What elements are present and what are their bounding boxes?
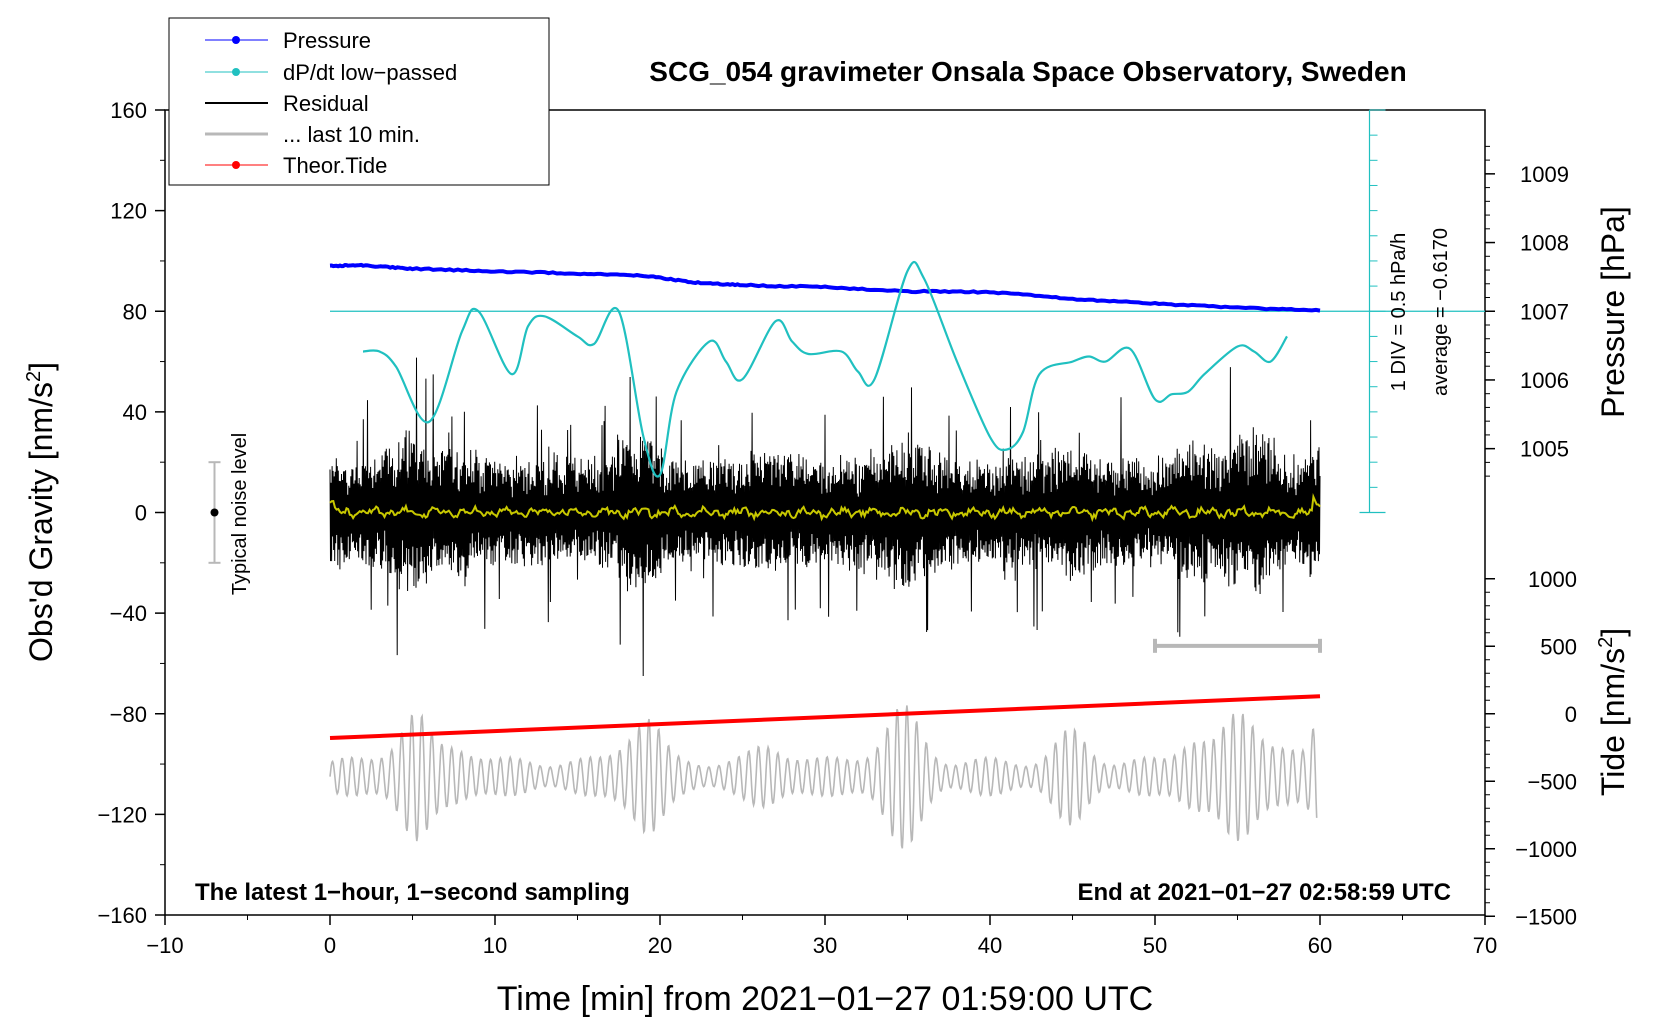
residual-smoothed-line [329,492,1321,523]
y-tick-label: 120 [110,199,147,224]
noise-level-label: Typical noise level [229,433,251,595]
pressure-tick-label: 1006 [1520,368,1569,393]
legend-label-pressure: Pressure [283,28,371,53]
tide-tick-label: −1000 [1515,837,1577,862]
legend: Pressure dP/dt low−passed Residual ... l… [168,17,550,186]
x-tick-label: 70 [1473,933,1497,958]
last-10-min-line [329,705,1318,849]
noise-bar-center-dot [210,508,219,517]
y-tick-label: −120 [97,802,147,827]
chart-title: SCG_054 gravimeter Onsala Space Observat… [649,56,1406,87]
y-tick-label: 80 [123,299,147,324]
y-axis-label-tide-close: ] [1595,628,1631,637]
x-tick-label: 30 [813,933,837,958]
y-axis-label-gravity-close: ] [23,362,59,371]
legend-item-residual: Residual [205,91,369,116]
y-tick-label: −40 [110,601,147,626]
y-axis-label-gravity-text: Obs'd Gravity [nm/s [23,382,59,662]
last-10-min-series [329,705,1318,849]
pressure-tick-label: 1007 [1520,299,1569,324]
residual-series [329,357,1321,677]
legend-item-dpdt: dP/dt low−passed [205,60,457,85]
x-tick-label: 0 [324,933,336,958]
residual-line [329,357,1321,677]
x-tick-label: 20 [648,933,672,958]
legend-item-tide: Theor.Tide [205,153,387,178]
tide-line [329,694,1321,741]
tide-tick-label: 500 [1540,634,1577,659]
legend-marker-tide [232,161,240,169]
y-tick-label: 160 [110,98,147,123]
legend-item-pressure: Pressure [205,28,371,53]
x-tick-label: 10 [483,933,507,958]
legend-label-tide: Theor.Tide [283,153,387,178]
legend-marker-pressure [232,36,240,44]
legend-label-dpdt: dP/dt low−passed [283,60,457,85]
y-axis-label-tide-text: Tide [nm/s [1595,648,1631,796]
pressure-tick-label: 1009 [1520,162,1569,187]
y-tick-label: 0 [135,501,147,526]
legend-item-last10: ... last 10 min. [205,122,420,147]
x-tick-label: 40 [978,933,1002,958]
y-tick-label: 40 [123,400,147,425]
y-tick-label: −80 [110,702,147,727]
x-tick-label: −10 [146,933,183,958]
dpdt-average-label: average = −0.6170 [1430,228,1452,396]
y-axis-label-gravity: Obs'd Gravity [nm/s2] [23,362,59,662]
residual-smoothed-series [329,492,1321,523]
legend-label-residual: Residual [283,91,369,116]
y-axis-label-gravity-sup: 2 [23,371,45,382]
y-tick-label: −160 [97,903,147,928]
chart-annotations-marks [208,461,1322,653]
tide-tick-label: 0 [1565,702,1577,727]
pressure-tick-label: 1008 [1520,231,1569,256]
pressure-line [329,262,1321,313]
tide-tick-label: −500 [1527,769,1577,794]
tide-tick-label: −1500 [1515,904,1577,929]
y-axis-label-pressure: Pressure [hPa] [1595,206,1631,418]
axis-ticks: −10 0 10 20 30 40 50 60 70 160 120 80 40 0 −40 −80 −120 −… [97,98,1577,958]
y-axis-label-tide-sup: 2 [1595,637,1617,648]
x-tick-label: 60 [1308,933,1332,958]
dpdt-scale-label: 1 DIV = 0.5 hPa/h [1388,233,1410,391]
x-tick-label: 50 [1143,933,1167,958]
pressure-tick-label: 1005 [1520,437,1569,462]
x-axis-label: Time [min] from 2021−01−27 01:59:00 UTC [497,980,1153,1018]
annotation-end-time: End at 2021−01−27 02:58:59 UTC [1077,879,1451,906]
series-lines [329,260,1321,741]
dpdt-line [362,260,1288,478]
y-axis-label-tide: Tide [nm/s2] [1595,628,1631,796]
legend-box [168,17,550,186]
legend-label-last10: ... last 10 min. [283,122,420,147]
legend-marker-dpdt [232,68,240,76]
tide-tick-label: 1000 [1528,567,1577,592]
annotation-sampling: The latest 1−hour, 1−second sampling [195,879,630,906]
